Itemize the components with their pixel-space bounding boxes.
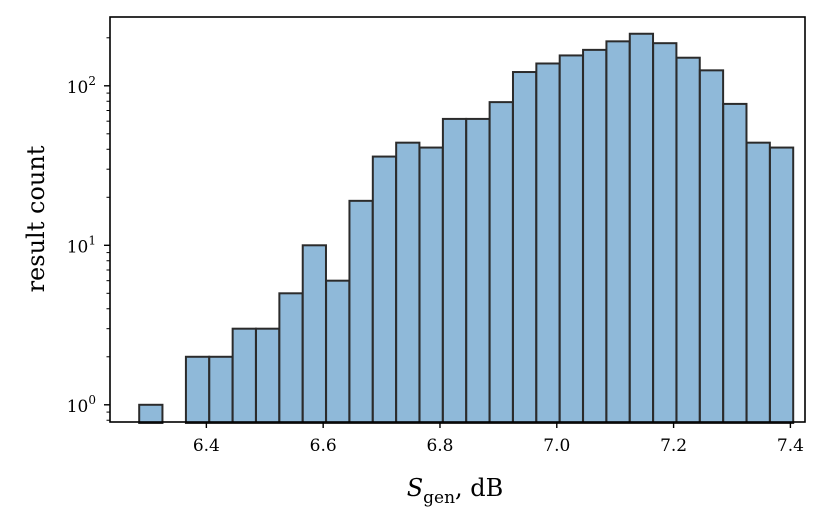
histogram-bar: [184, 355, 211, 425]
axes-frame: [109, 16, 806, 423]
histogram-bar: [488, 101, 514, 424]
bars-group: [138, 32, 795, 425]
histogram-bar: [582, 48, 608, 425]
histogram-bar: [628, 32, 655, 424]
histogram-bar: [558, 54, 584, 425]
y-tick-label: 102: [67, 74, 96, 98]
histogram-bar: [255, 327, 281, 424]
x-tick-label: 6.4: [193, 436, 220, 456]
histogram-bar: [698, 69, 725, 425]
histogram-bar: [348, 199, 374, 424]
histogram-bar: [208, 355, 234, 425]
x-tick-label: 6.8: [426, 436, 453, 456]
x-tick-label: 6.6: [310, 436, 337, 456]
histogram-bar: [652, 42, 678, 424]
x-axis-title-subscript: gen: [423, 488, 455, 508]
histogram-bar: [441, 117, 468, 425]
histogram-bar: [395, 141, 421, 424]
x-tick-label: 7.0: [543, 436, 570, 456]
x-axis-ticks: 6.4 6.6 6.8 7.0 7.2 7.4: [193, 422, 804, 456]
x-tick-label: 7.4: [777, 436, 804, 456]
y-axis-title: result count: [22, 145, 50, 292]
y-axis-ticks: 100 101 102: [67, 37, 110, 421]
x-axis-title: Sgen, dB: [407, 474, 504, 508]
histogram-bar: [745, 141, 771, 424]
histogram-bar: [605, 40, 631, 424]
histogram-bar: [278, 292, 304, 424]
histogram-bar: [301, 244, 327, 424]
histogram-bar: [325, 279, 351, 424]
histogram-bar: [722, 102, 748, 425]
histogram-bar: [371, 155, 398, 424]
histogram-bar: [511, 71, 538, 424]
histogram-bar: [465, 117, 491, 425]
histogram-bar: [535, 62, 561, 424]
x-axis-title-suffix: , dB: [455, 474, 503, 502]
histogram-bar: [768, 146, 795, 424]
histogram-bar: [418, 146, 444, 424]
y-tick-label: 100: [67, 393, 96, 417]
y-tick-label: 101: [67, 233, 96, 257]
histogram-bar: [231, 327, 257, 424]
x-tick-label: 7.2: [660, 436, 687, 456]
histogram-bar: [675, 56, 701, 425]
histogram-bar: [138, 403, 164, 425]
x-axis-title-symbol: S: [407, 474, 423, 502]
